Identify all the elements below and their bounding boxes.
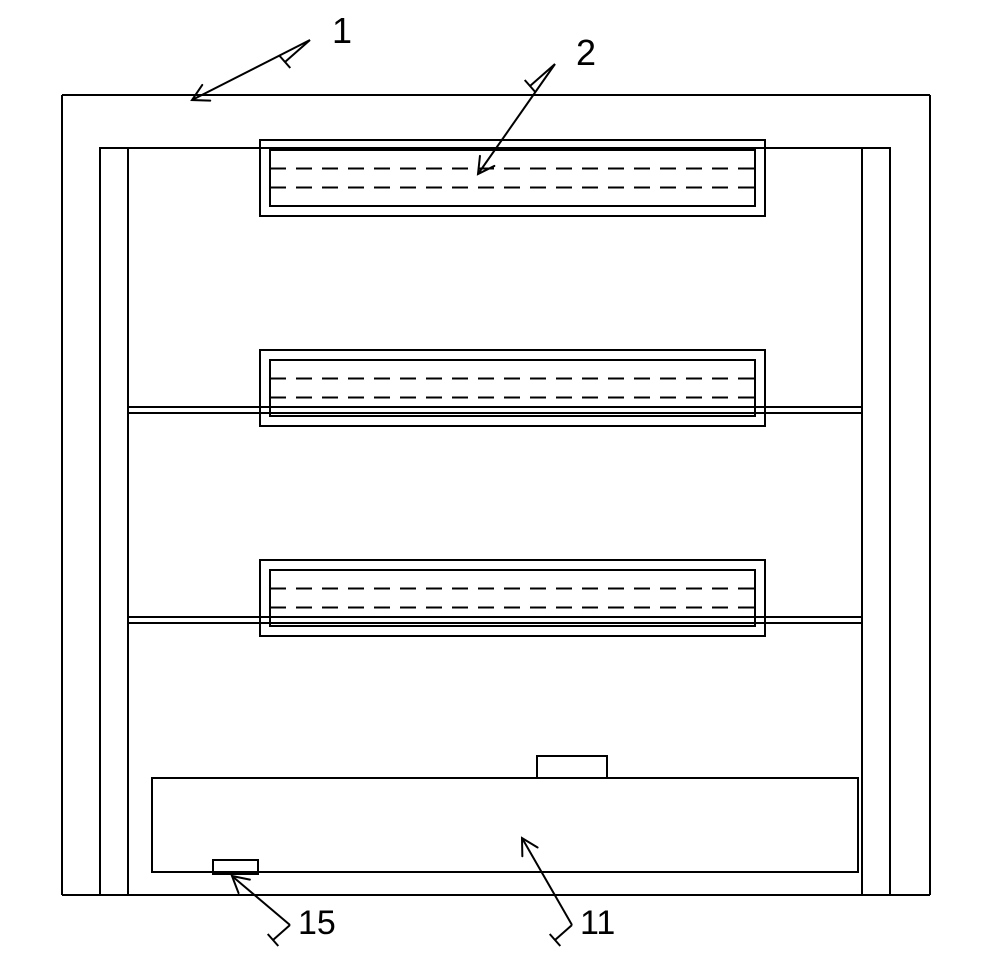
callout-label-11: 11 xyxy=(580,904,615,943)
technical-diagram xyxy=(0,0,1000,962)
callout-label-15: 15 xyxy=(298,904,336,943)
callout-label-1: 1 xyxy=(332,10,352,52)
callout-label-2: 2 xyxy=(576,32,596,74)
